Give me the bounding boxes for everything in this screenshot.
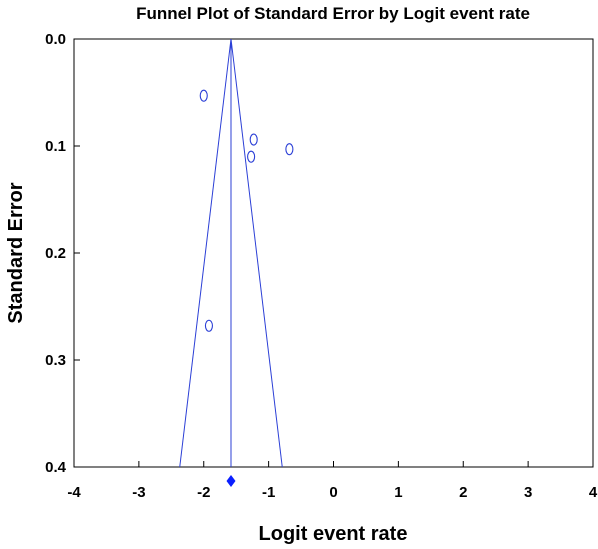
y-axis-label: Standard Error bbox=[5, 182, 27, 323]
x-tick-label: -2 bbox=[197, 484, 210, 501]
plot-area bbox=[73, 38, 594, 468]
x-tick-label: -1 bbox=[262, 484, 275, 501]
funnel-lines bbox=[179, 38, 283, 468]
y-tick-label: 0.3 bbox=[45, 352, 66, 369]
study-point bbox=[199, 89, 208, 102]
plot-frame bbox=[73, 38, 594, 468]
study-point bbox=[204, 319, 213, 332]
y-tick-label: 0.0 bbox=[45, 31, 66, 48]
study-point bbox=[249, 133, 258, 146]
x-tick-label: 3 bbox=[524, 484, 532, 501]
funnel-right-line bbox=[230, 38, 283, 468]
y-axis: 0.0 0.1 0.2 0.3 0.4 bbox=[45, 31, 80, 476]
chart-title: Funnel Plot of Standard Error by Logit e… bbox=[136, 4, 530, 23]
study-point bbox=[285, 143, 294, 156]
x-tick-label: -4 bbox=[67, 484, 81, 501]
study-points bbox=[199, 89, 294, 332]
x-axis: -4 -3 -2 -1 0 1 2 3 4 bbox=[67, 461, 598, 501]
summary-diamond bbox=[226, 475, 236, 487]
x-axis-label: Logit event rate bbox=[259, 523, 408, 545]
study-point bbox=[247, 150, 256, 163]
y-tick-label: 0.1 bbox=[45, 138, 66, 155]
summary-estimate bbox=[226, 475, 236, 487]
funnel-left-line bbox=[179, 38, 232, 468]
y-tick-label: 0.2 bbox=[45, 245, 66, 262]
x-tick-label: 0 bbox=[329, 484, 337, 501]
y-tick-label: 0.4 bbox=[45, 459, 67, 476]
x-tick-label: 2 bbox=[459, 484, 467, 501]
x-tick-label: -3 bbox=[132, 484, 145, 501]
x-tick-label: 1 bbox=[394, 484, 402, 501]
x-tick-label: 4 bbox=[589, 484, 598, 501]
